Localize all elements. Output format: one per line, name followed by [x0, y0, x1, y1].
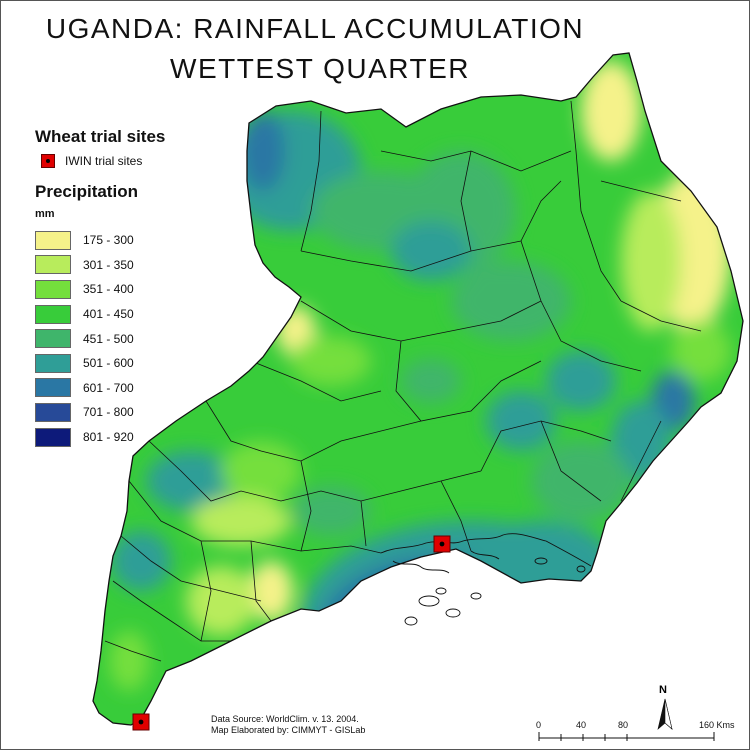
legend-class-2: 351 - 400 — [35, 277, 165, 302]
data-source-note: Data Source: WorldClim. v. 13. 2004. Map… — [211, 714, 365, 736]
legend-class-1: 301 - 350 — [35, 253, 165, 278]
site-kampala-area[interactable] — [433, 535, 451, 553]
legend-class-6: 601 - 700 — [35, 376, 165, 401]
site-southwest[interactable] — [132, 713, 150, 731]
legend-swatch — [35, 230, 71, 250]
legend-class-label: 301 - 350 — [83, 257, 134, 272]
source-line-2: Map Elaborated by: CIMMYT - GISLab — [211, 725, 366, 735]
scale-bar — [538, 732, 715, 741]
scale-tick-40: 40 — [576, 720, 587, 730]
legend-class-5: 501 - 600 — [35, 351, 165, 376]
north-arrow-icon — [657, 698, 673, 730]
legend-swatch — [35, 427, 71, 447]
legend-precip-heading: Precipitation — [35, 182, 138, 201]
legend-class-label: 801 - 920 — [83, 430, 134, 445]
legend-class-4: 451 - 500 — [35, 326, 165, 351]
legend-site-entry: IWIN trial sites — [41, 154, 165, 168]
legend-class-0: 175 - 300 — [35, 228, 165, 253]
legend: Wheat trial sites IWIN trial sites Preci… — [35, 127, 165, 449]
legend-class-3: 401 - 450 — [35, 302, 165, 327]
legend-unit: mm — [35, 208, 55, 220]
legend-swatch — [35, 353, 71, 373]
legend-swatch — [35, 378, 71, 398]
legend-class-8: 801 - 920 — [35, 425, 165, 450]
legend-sites-heading: Wheat trial sites — [35, 127, 166, 146]
legend-class-7: 701 - 800 — [35, 400, 165, 425]
legend-class-label: 401 - 450 — [83, 307, 134, 322]
legend-site-label: IWIN trial sites — [65, 154, 143, 168]
legend-class-label: 701 - 800 — [83, 405, 134, 420]
scale-tick-0: 0 — [536, 720, 542, 730]
legend-class-label: 351 - 400 — [83, 282, 134, 297]
legend-swatch — [35, 279, 71, 299]
north-label: N — [659, 684, 667, 696]
source-line-1: Data Source: WorldClim. v. 13. 2004. — [211, 714, 359, 724]
legend-swatch — [35, 255, 71, 275]
legend-swatch — [35, 304, 71, 324]
district-boundaries — [104, 100, 702, 662]
legend-swatch — [35, 402, 71, 422]
legend-class-label: 501 - 600 — [83, 356, 134, 371]
legend-swatch — [35, 329, 71, 349]
legend-class-label: 601 - 700 — [83, 380, 134, 395]
trial-site-marker-icon — [41, 154, 55, 168]
scale-tick-80: 80 — [618, 720, 629, 730]
legend-class-label: 175 - 300 — [83, 233, 134, 248]
legend-class-label: 451 - 500 — [83, 331, 134, 346]
scale-tick-160: 160 Kms — [699, 720, 735, 730]
